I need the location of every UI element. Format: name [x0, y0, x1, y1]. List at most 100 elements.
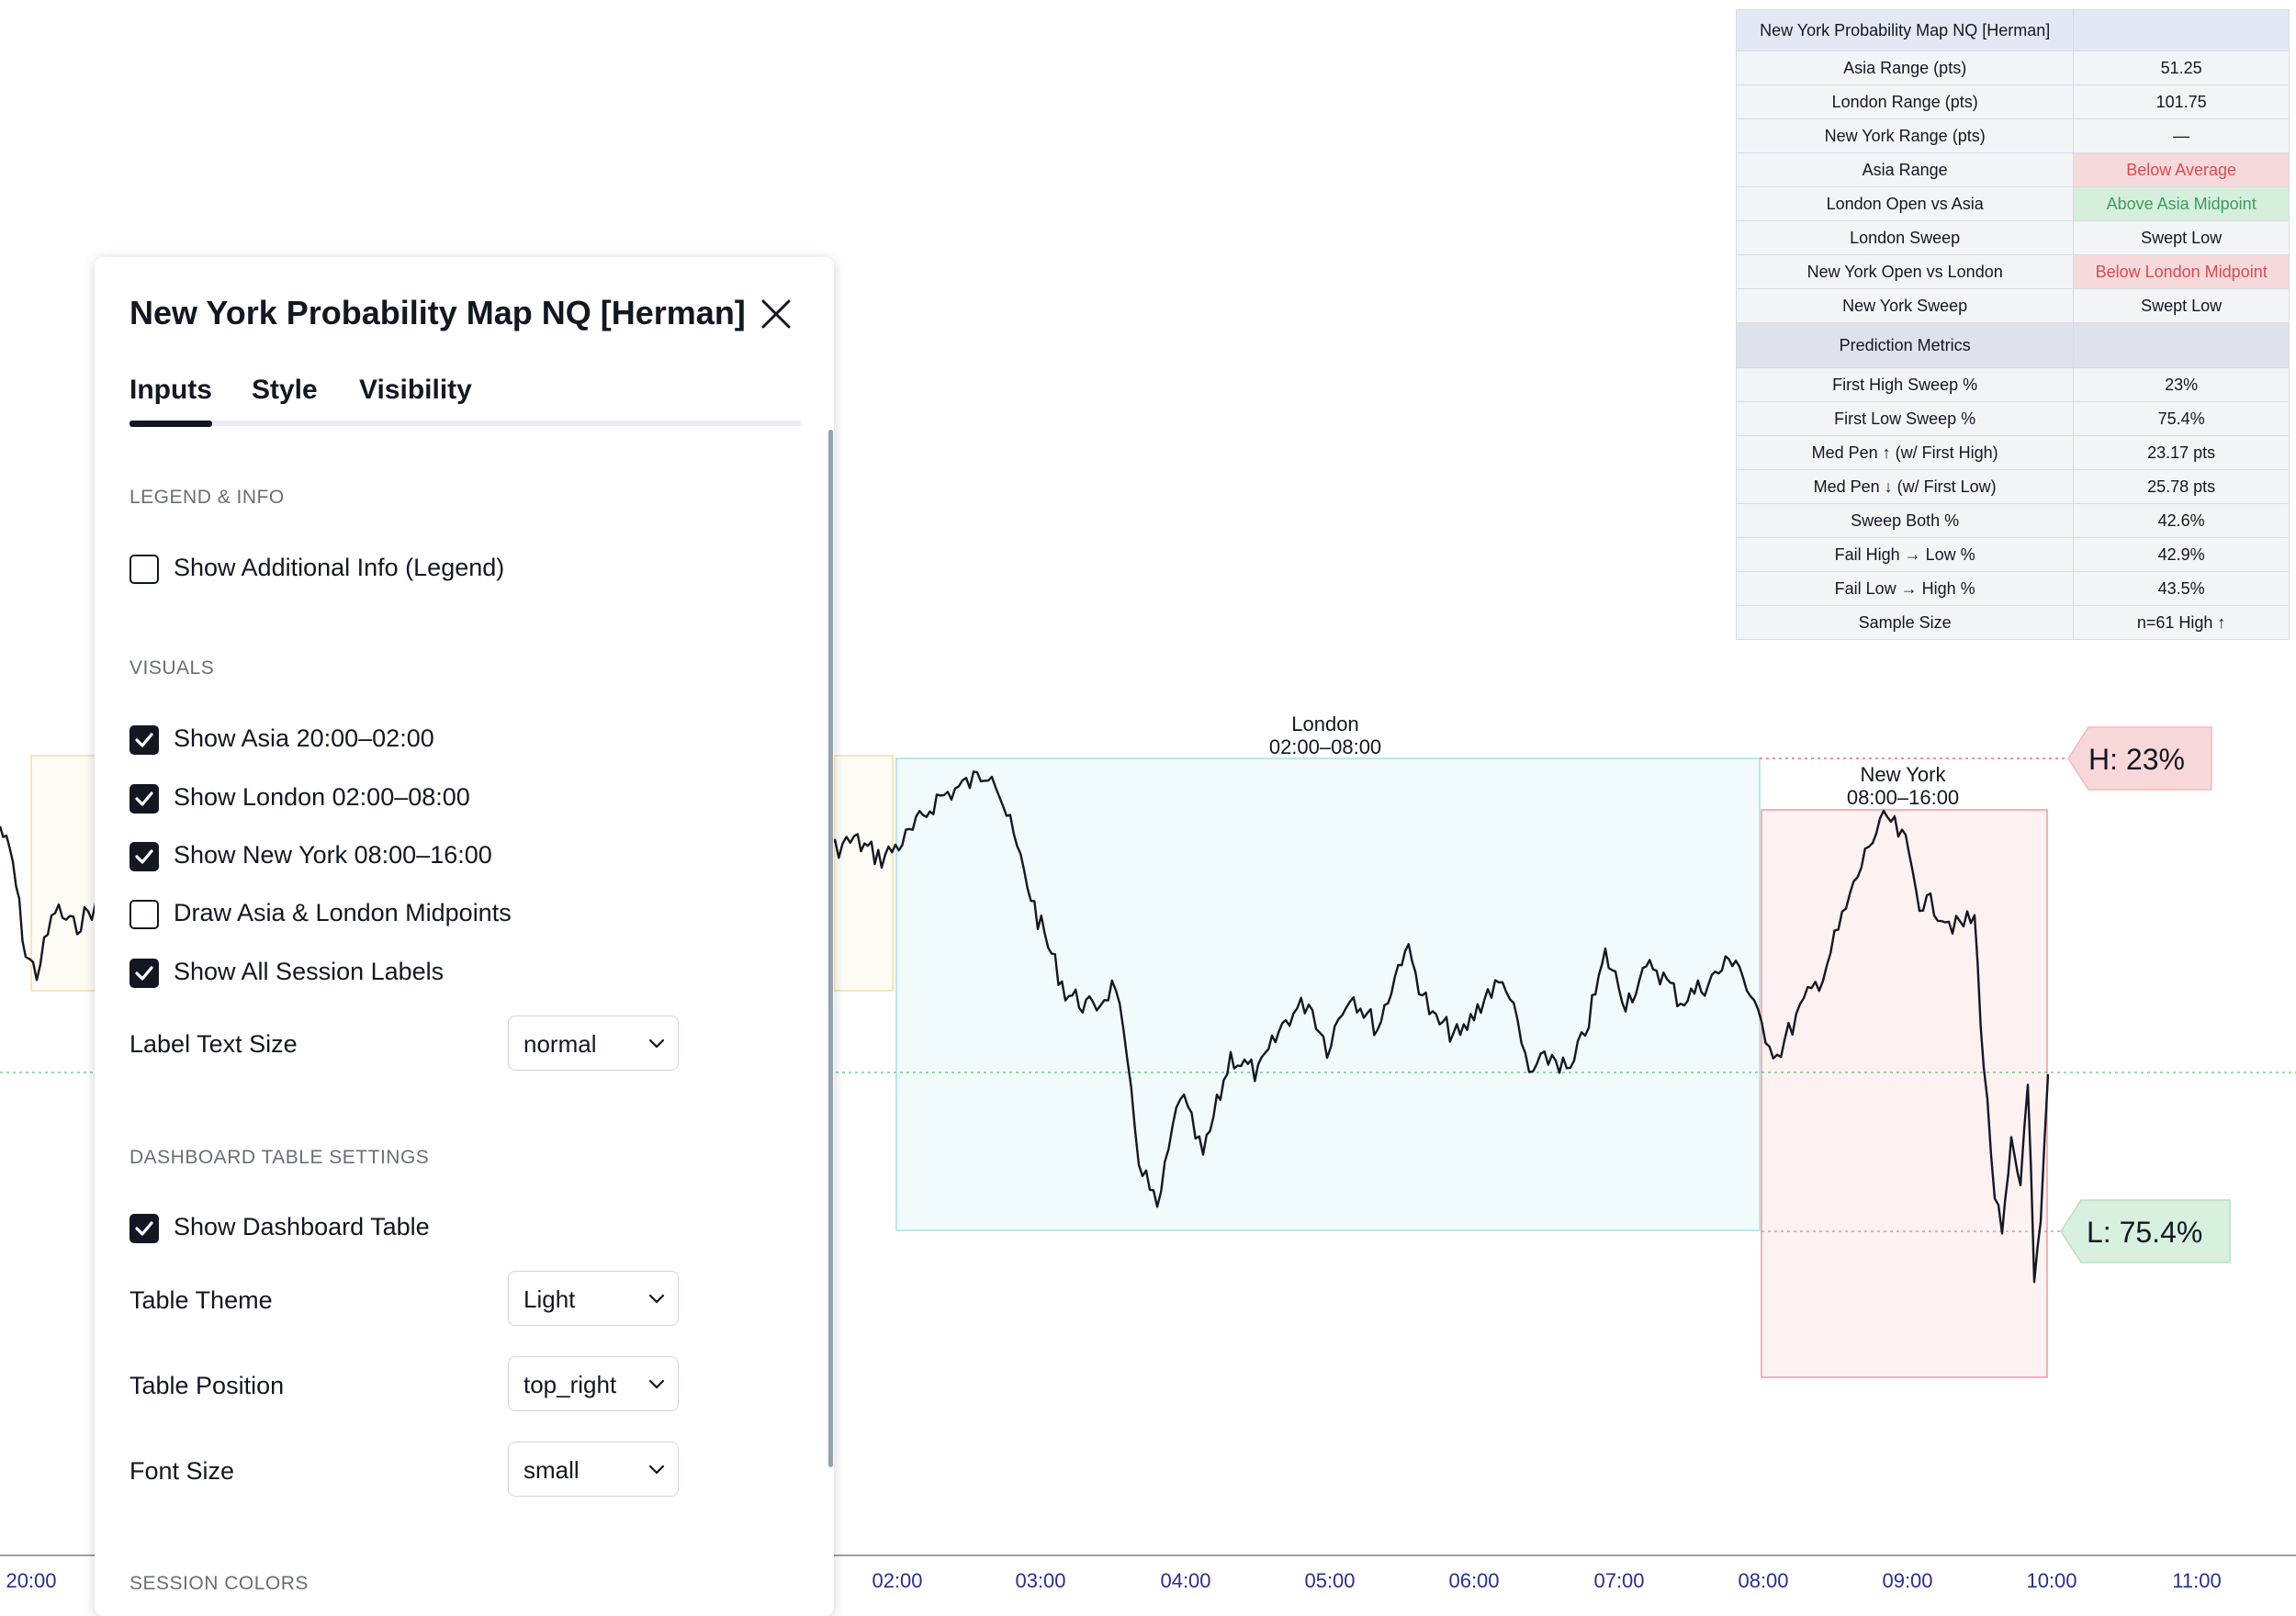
tab-inputs[interactable]: Inputs — [129, 375, 212, 405]
row-label: Asia Range (pts) — [1735, 50, 2075, 85]
time-tick: 11:00 — [2172, 1569, 2221, 1592]
table-row: Asia Range Below Average — [1735, 152, 2290, 187]
draw-midpoints-checkbox[interactable] — [129, 900, 159, 929]
show-additional-info-label: Show Additional Info (Legend) — [174, 554, 505, 581]
show-new-york-label: Show New York 08:00–16:00 — [174, 841, 492, 869]
price-candles — [0, 770, 2050, 1284]
row-label: Asia Range — [1735, 152, 2075, 187]
table-row: New York Sweep Swept Low — [1735, 288, 2290, 323]
dialog-title: New York Probability Map NQ [Herman] — [129, 294, 746, 331]
table-theme-select[interactable]: Light — [508, 1271, 679, 1326]
indicator-settings-dialog: New York Probability Map NQ [Herman] Inp… — [95, 257, 834, 1616]
row-value: 75.4% — [2073, 401, 2290, 436]
table-row: Med Pen ↓ (w/ First Low) 25.78 pts — [1735, 469, 2290, 504]
row-label: First Low Sweep % — [1735, 401, 2075, 436]
show-london-checkbox[interactable] — [129, 784, 159, 814]
time-axis[interactable]: 20:00 02:00 03:00 04:00 05:00 06:00 07:0… — [6, 1569, 2221, 1592]
section-visuals: VISUALS — [129, 657, 215, 679]
select-value: top_right — [523, 1371, 617, 1398]
font-size-label: Font Size — [129, 1457, 235, 1485]
dashboard-table: New York Probability Map NQ [Herman] Asi… — [1735, 9, 2290, 640]
time-tick: 20:00 — [6, 1569, 56, 1592]
row-value: 42.6% — [2073, 503, 2290, 538]
london-session-time: 02:00–08:00 — [1269, 735, 1381, 758]
time-tick: 03:00 — [1015, 1569, 1065, 1592]
row-label: New York Sweep — [1735, 288, 2075, 323]
row-value: 23% — [2073, 367, 2290, 402]
time-tick: 09:00 — [1882, 1569, 1932, 1592]
table-row: Sample Size n=61 High ↑ — [1735, 605, 2290, 640]
table-row: London Range (pts) 101.75 — [1735, 84, 2290, 119]
check-icon — [135, 966, 153, 981]
section-session-colors: SESSION COLORS — [129, 1573, 309, 1594]
show-session-labels-checkbox[interactable] — [129, 959, 159, 988]
table-row: New York Range (pts) — — [1735, 118, 2290, 153]
row-value: 43.5% — [2073, 571, 2290, 606]
row-label: Fail Low → High % — [1735, 571, 2075, 606]
row-value: 51.25 — [2073, 50, 2290, 85]
time-tick: 05:00 — [1304, 1569, 1355, 1592]
label-text-size-label: Label Text Size — [129, 1030, 298, 1058]
row-label: First High Sweep % — [1735, 367, 2075, 402]
table-row: First Low Sweep % 75.4% — [1735, 401, 2290, 436]
label-text-size-select[interactable]: normal — [508, 1016, 679, 1071]
table-position-select[interactable]: top_right — [508, 1356, 679, 1411]
tab-style[interactable]: Style — [252, 375, 318, 405]
check-icon — [135, 1221, 153, 1236]
table-title-row: New York Probability Map NQ [Herman] — [1735, 9, 2290, 51]
row-label: Med Pen ↑ (w/ First High) — [1735, 435, 2075, 470]
select-value: Light — [523, 1285, 576, 1313]
show-dashboard-table-checkbox[interactable] — [129, 1214, 159, 1243]
tab-bar — [129, 421, 802, 426]
check-icon — [135, 733, 153, 747]
row-label: New York Open vs London — [1735, 254, 2075, 289]
row-label: London Range (pts) — [1735, 84, 2075, 119]
font-size-select[interactable]: small — [508, 1442, 679, 1497]
check-icon — [135, 791, 153, 806]
row-label: London Open vs Asia — [1735, 186, 2075, 221]
chevron-down-icon — [648, 1464, 665, 1475]
section-spacer — [2073, 322, 2290, 368]
chevron-down-icon — [648, 1294, 665, 1304]
row-label: London Sweep — [1735, 220, 2075, 255]
london-session-box — [895, 758, 1761, 1231]
show-additional-info-checkbox[interactable] — [129, 555, 159, 584]
show-asia-checkbox[interactable] — [129, 725, 159, 755]
low-badge-label: L: 75.4% — [2087, 1216, 2202, 1249]
high-badge-label: H: 23% — [2088, 743, 2185, 776]
check-icon — [135, 849, 153, 864]
show-new-york-checkbox[interactable] — [129, 842, 159, 871]
row-label: Sweep Both % — [1735, 503, 2075, 538]
show-dashboard-table-label: Show Dashboard Table — [174, 1213, 430, 1240]
table-row: First High Sweep % 23% — [1735, 367, 2290, 402]
tab-visibility[interactable]: Visibility — [359, 375, 472, 405]
section-header: Prediction Metrics — [1735, 322, 2075, 368]
row-value: Swept Low — [2073, 288, 2290, 323]
table-title: New York Probability Map NQ [Herman] — [1735, 9, 2075, 51]
row-value: 23.17 pts — [2073, 435, 2290, 470]
dialog-scrollbar[interactable] — [828, 430, 833, 1467]
row-value: Swept Low — [2073, 220, 2290, 255]
table-row: London Sweep Swept Low — [1735, 220, 2290, 255]
close-button[interactable] — [758, 296, 794, 332]
table-row: London Open vs Asia Above Asia Midpoint — [1735, 186, 2290, 221]
row-value: n=61 High ↑ — [2073, 605, 2290, 640]
table-row: Sweep Both % 42.6% — [1735, 503, 2290, 538]
show-london-label: Show London 02:00–08:00 — [174, 783, 470, 811]
row-label: New York Range (pts) — [1735, 118, 2075, 153]
active-tab-indicator — [129, 421, 212, 427]
time-tick: 07:00 — [1593, 1569, 1644, 1592]
low-badge — [2060, 1199, 2231, 1263]
time-tick: 06:00 — [1448, 1569, 1499, 1592]
table-title-spacer — [2073, 9, 2290, 51]
new-york-session-box — [1761, 809, 2048, 1378]
chevron-down-icon — [648, 1038, 665, 1049]
new-york-session-time: 08:00–16:00 — [1847, 786, 1959, 809]
row-value-positive: Above Asia Midpoint — [2073, 186, 2290, 221]
section-legend-info: LEGEND & INFO — [129, 487, 285, 508]
row-label: Fail High → Low % — [1735, 537, 2075, 572]
time-tick: 10:00 — [2026, 1569, 2077, 1592]
table-row: New York Open vs London Below London Midp… — [1735, 254, 2290, 289]
table-section-row: Prediction Metrics — [1735, 322, 2290, 368]
